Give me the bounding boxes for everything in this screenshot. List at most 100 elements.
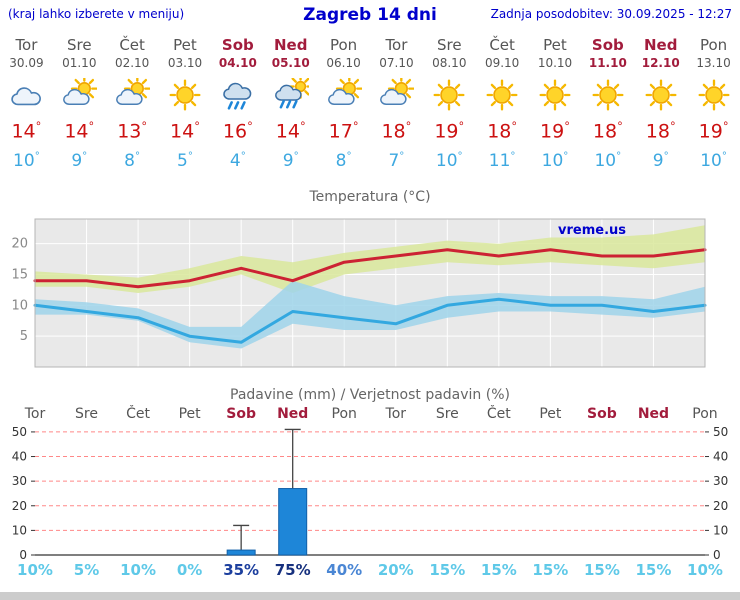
precip-ytick-right: 50 <box>713 425 728 439</box>
sun-icon-graphic <box>592 79 624 111</box>
degree-sign: ° <box>240 151 246 163</box>
degree-sign: ° <box>564 119 570 133</box>
forecast-day-column[interactable]: Tor 07.10 18° 7° <box>370 36 423 171</box>
min-temp-value: 10 <box>435 151 458 172</box>
min-temperature: 5° <box>159 151 212 171</box>
location-menu-note: (kraj lahko izberete v meniju) <box>8 7 185 21</box>
precipitation-chart-title: Padavine (mm) / Verjetnost padavin (%) <box>230 387 510 404</box>
temp-plot-border <box>34 218 706 368</box>
forecast-day-column[interactable]: Sob 04.10 16° 4° <box>211 36 264 171</box>
precip-probability-label: 15% <box>584 561 620 579</box>
degree-sign: ° <box>346 151 352 163</box>
forecast-day-column[interactable]: Čet 09.10 18° 11° <box>476 36 529 171</box>
min-temperature: 7° <box>370 151 423 171</box>
min-temperature: 10° <box>423 151 476 171</box>
forecast-day-column[interactable]: Pet 03.10 14° 5° <box>159 36 212 171</box>
min-temperature: 4° <box>211 151 264 171</box>
partly-icon-graphic <box>63 78 98 105</box>
forecast-day-column[interactable]: Ned 12.10 18° 9° <box>634 36 687 171</box>
sun-icon-graphic <box>169 79 201 111</box>
min-temp-value: 9 <box>652 151 664 172</box>
precip-ytick-right: 40 <box>713 450 728 464</box>
precip-ytick-right: 10 <box>713 524 728 538</box>
temperature-chart-canvas: 5 10 15 20 vreme.us <box>11 218 707 368</box>
min-temp-value: 10 <box>13 151 35 172</box>
degree-sign: ° <box>194 119 200 133</box>
degree-sign: ° <box>141 119 148 133</box>
max-temperature: 19° <box>687 119 740 142</box>
sun-icon <box>634 75 687 115</box>
sun-icon <box>529 75 582 115</box>
day-name: Čet <box>489 36 515 54</box>
forecast-day-column[interactable]: Sob 11.10 18° 10° <box>581 36 634 171</box>
forecast-day-column[interactable]: Pon 13.10 19° 10° <box>687 36 740 171</box>
precip-day-label: Pon <box>332 406 357 422</box>
partly-icon-graphic <box>327 78 362 105</box>
precip-ytick-left: 40 <box>12 450 27 464</box>
day-name: Ned <box>643 36 678 54</box>
min-temperature: 10° <box>581 151 634 171</box>
max-temperature: 14° <box>264 119 317 142</box>
day-date: 08.10 <box>432 56 467 70</box>
day-date: 06.10 <box>326 56 361 70</box>
footer-strip <box>0 592 740 600</box>
precip-day-label: Tor <box>385 406 407 422</box>
precip-day-label: Čet <box>487 405 511 422</box>
forecast-day-column[interactable]: Sre 01.10 14° 9° <box>53 36 106 171</box>
day-name: Ned <box>273 36 308 54</box>
degree-sign: ° <box>616 151 622 163</box>
day-name: Tor <box>15 36 38 54</box>
min-temp-value: 4 <box>229 151 241 172</box>
degree-sign: ° <box>458 119 465 133</box>
max-temp-value: 18 <box>381 120 406 143</box>
day-date: 01.10 <box>62 56 97 70</box>
partly-icon-graphic <box>380 78 415 105</box>
forecast-day-column[interactable]: Pon 06.10 17° 8° <box>317 36 370 171</box>
precip-day-label: Pet <box>179 406 202 422</box>
precip-day-label: Pon <box>692 406 717 422</box>
temp-ytick-label: 20 <box>11 237 28 252</box>
sun-icon-graphic <box>539 79 571 111</box>
sun-icon <box>423 75 476 115</box>
min-temp-value: 9 <box>71 151 83 172</box>
min-temperature: 10° <box>529 151 582 171</box>
precip-probability-label: 0% <box>177 561 202 579</box>
degree-sign: ° <box>352 119 359 133</box>
day-date: 10.10 <box>537 56 573 70</box>
partly-icon <box>106 75 159 115</box>
precip-day-label: Tor <box>24 406 46 422</box>
temp-ytick-label: 15 <box>11 268 28 283</box>
min-temperature: 10° <box>0 151 53 171</box>
forecast-day-column[interactable]: Sre 08.10 19° 10° <box>423 36 476 171</box>
header: (kraj lahko izberete v meniju) Zagreb 14… <box>0 0 740 28</box>
max-temperature: 18° <box>370 119 423 142</box>
forecast-day-column[interactable]: Tor 30.09 14° 10° <box>0 36 53 171</box>
temp-line-max <box>33 248 707 289</box>
degree-sign: ° <box>35 119 42 133</box>
forecast-day-column[interactable]: Čet 02.10 13° 8° <box>106 36 159 171</box>
precip-probability-label: 10% <box>687 561 723 579</box>
day-name: Pet <box>173 36 197 54</box>
day-name: Sre <box>436 36 462 54</box>
forecast-day-column[interactable]: Pet 10.10 19° 10° <box>529 36 582 171</box>
degree-sign: ° <box>135 151 141 163</box>
precip-ytick-right: 30 <box>713 474 728 488</box>
temperature-chart-title: Temperatura (°C) <box>309 189 431 206</box>
min-temp-value: 8 <box>335 151 347 172</box>
max-temperature: 14° <box>53 119 106 142</box>
min-temp-value: 9 <box>282 151 294 172</box>
precip-probability-label: 15% <box>636 561 672 579</box>
sun-icon-graphic <box>433 79 465 111</box>
precip-ytick-left: 20 <box>12 499 27 513</box>
precip-probability-label: 5% <box>74 561 99 579</box>
day-name: Sob <box>221 36 254 54</box>
partly-icon <box>370 75 423 115</box>
precip-probability-label: 10% <box>17 561 53 579</box>
degree-sign: ° <box>721 151 727 163</box>
min-temp-value: 10 <box>700 151 722 172</box>
rain-icon <box>211 75 264 115</box>
forecast-day-column[interactable]: Ned 05.10 14° 9° <box>264 36 317 171</box>
max-temp-value: 13 <box>117 120 142 143</box>
precip-day-label: Pet <box>539 406 562 422</box>
sun-icon-graphic <box>486 79 518 111</box>
